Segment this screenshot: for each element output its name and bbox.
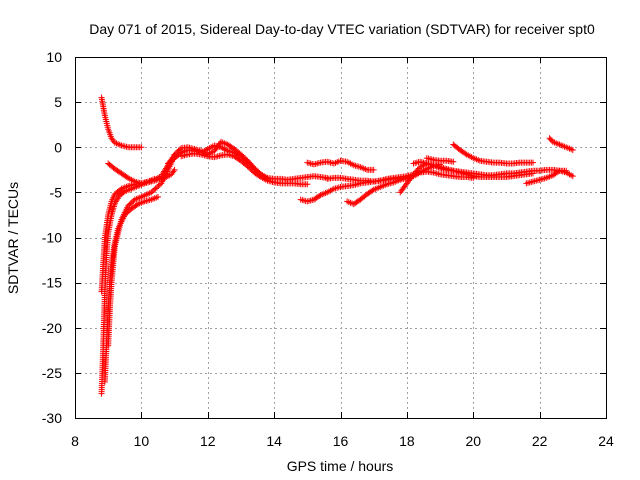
data-point (171, 166, 178, 173)
data-point (152, 185, 159, 192)
series-arc-18 (546, 135, 576, 153)
data-point (244, 163, 251, 170)
y-tick-label: -15 (42, 275, 62, 291)
chart-title: Day 071 of 2015, Sidereal Day-to-day VTE… (89, 21, 595, 37)
grid (75, 57, 606, 418)
y-tick-label: 5 (54, 94, 62, 110)
data-point (529, 170, 536, 177)
y-tick-label: 0 (54, 139, 62, 155)
x-tick-label: 24 (598, 433, 614, 449)
y-axis-label: SDTVAR / TECUs (5, 182, 21, 294)
data-point (555, 168, 562, 175)
data-marks (98, 94, 576, 397)
data-point (529, 159, 536, 166)
y-tick-label: -10 (42, 230, 62, 246)
data-point (248, 166, 255, 173)
series-arc-15 (450, 141, 536, 167)
series-arc-9 (304, 157, 377, 173)
data-point (569, 173, 576, 180)
y-tick-label: -25 (42, 365, 62, 381)
x-tick-labels: 8 10 12 14 16 18 20 22 24 (71, 433, 614, 449)
data-point (125, 202, 132, 209)
x-tick-label: 10 (134, 433, 150, 449)
data-point (138, 144, 145, 151)
y-tick-label: 10 (46, 49, 62, 65)
data-point (151, 186, 158, 193)
series-arc-17 (523, 167, 570, 187)
data-point (127, 200, 134, 207)
data-point (413, 168, 420, 175)
data-point (410, 171, 417, 178)
y-tick-labels: -30 -25 -20 -15 -10 -5 0 5 10 (42, 49, 62, 426)
data-point (155, 182, 162, 189)
data-point (569, 146, 576, 153)
series-arc-8 (178, 150, 311, 188)
data-point (563, 167, 570, 174)
data-point (450, 158, 457, 165)
series-arc-16 (423, 155, 457, 165)
data-point (129, 199, 136, 206)
data-point (370, 166, 377, 173)
y-tick-label: -20 (42, 320, 62, 336)
x-tick-label: 22 (532, 433, 548, 449)
data-point (247, 165, 254, 172)
x-tick-label: 16 (333, 433, 349, 449)
data-point (411, 169, 418, 176)
data-point (126, 201, 133, 208)
series-arc-1 (98, 94, 145, 151)
x-tick-label: 8 (71, 433, 79, 449)
data-point (414, 166, 421, 173)
ticks (75, 57, 607, 419)
data-point (304, 181, 311, 188)
data-point (148, 189, 155, 196)
y-tick-label: -5 (50, 184, 63, 200)
x-tick-label: 12 (200, 433, 216, 449)
x-tick-label: 20 (465, 433, 481, 449)
series-arc-14 (410, 158, 536, 181)
x-tick-label: 14 (266, 433, 282, 449)
data-point (149, 188, 156, 195)
data-point (245, 164, 252, 171)
y-tick-label: -30 (42, 410, 62, 426)
data-point (154, 193, 161, 200)
x-axis-label: GPS time / hours (287, 458, 394, 474)
data-point (154, 184, 161, 191)
x-tick-label: 18 (399, 433, 415, 449)
series-arc-5 (105, 153, 178, 349)
